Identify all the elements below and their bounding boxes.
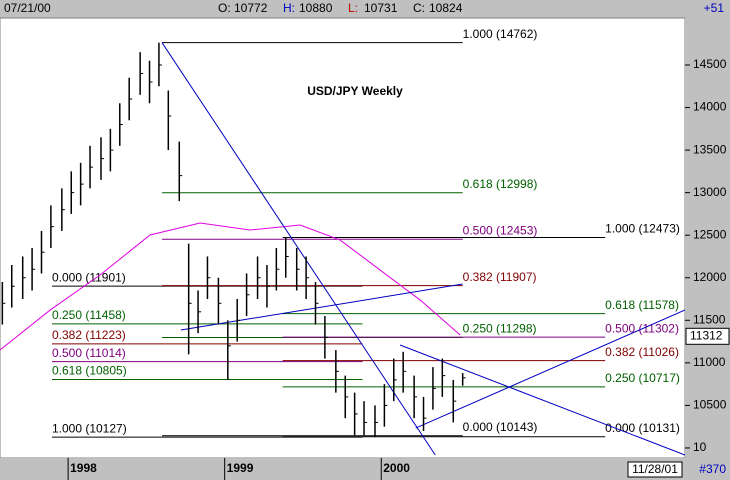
- header-field-label: L:: [348, 1, 358, 15]
- fib-level-label: 0.250 (11458): [52, 308, 126, 322]
- plot-area: [0, 17, 686, 459]
- trend-line: [399, 344, 685, 456]
- header-field-value: 10880: [299, 1, 333, 15]
- fib-level-label: 0.500 (12453): [463, 223, 538, 237]
- fib-level-label: 0.000 (10143): [463, 420, 538, 434]
- fib-level-label: 0.250 (10717): [605, 371, 680, 385]
- trend-line: [415, 309, 685, 429]
- x-tick-label: 1998: [70, 461, 97, 475]
- footer-date-box: [627, 461, 683, 478]
- header-change: +51: [704, 1, 725, 15]
- fib-level-label: 0.382 (11907): [463, 270, 537, 284]
- fib-level-label: 1.000 (12473): [605, 222, 680, 236]
- fib-level-label: 0.500 (11014): [52, 346, 126, 360]
- y-axis-panel: [685, 18, 730, 458]
- x-axis-panel: [0, 458, 730, 480]
- header-field-value: 10731: [364, 1, 398, 15]
- y-tick-label: 11000: [693, 355, 726, 369]
- header-date: 07/21/00: [4, 1, 51, 15]
- header-field-label: H:: [283, 1, 295, 15]
- fib-level-label: 0.618 (12998): [463, 177, 538, 191]
- y-tick-label: 11500: [693, 312, 726, 326]
- price-marker-box: [685, 327, 730, 345]
- y-tick-label: 14500: [693, 57, 727, 71]
- y-tick-label: 12500: [693, 227, 727, 241]
- trend-line: [0, 222, 461, 351]
- fib-level-label: 0.618 (10805): [52, 364, 127, 378]
- footer-count: #370: [699, 462, 726, 476]
- y-tick-label: 13000: [693, 185, 727, 199]
- y-tick-label: 10: [693, 440, 707, 454]
- x-tick-label: 2000: [383, 461, 410, 475]
- y-tick-label: 12000: [693, 270, 727, 284]
- header-field-value: 10824: [429, 1, 463, 15]
- y-tick-label: 14000: [693, 100, 727, 114]
- fib-level-label: 0.250 (11298): [463, 322, 537, 336]
- trend-line: [161, 42, 436, 456]
- header-field-label: O:: [218, 1, 231, 15]
- fib-level-label: 1.000 (10127): [52, 421, 127, 435]
- x-tick-label: 1999: [227, 461, 254, 475]
- price-marker-label: 11312: [690, 328, 723, 342]
- fib-level-label: 0.618 (11578): [605, 298, 679, 312]
- y-tick-label: 13500: [693, 142, 727, 156]
- y-tick-label: 10500: [693, 398, 727, 412]
- fib-level-label: 0.000 (11901): [52, 270, 126, 284]
- chart-title: USD/JPY Weekly: [307, 84, 403, 98]
- header-bar: [0, 0, 730, 18]
- header-field-value: 10772: [234, 1, 268, 15]
- fib-level-label: 0.382 (11223): [52, 328, 126, 342]
- fib-level-label: 0.382 (11026): [605, 345, 679, 359]
- footer-date: 11/28/01: [632, 462, 678, 476]
- fib-level-label: 1.000 (14762): [463, 27, 538, 41]
- header-field-label: C:: [413, 1, 425, 15]
